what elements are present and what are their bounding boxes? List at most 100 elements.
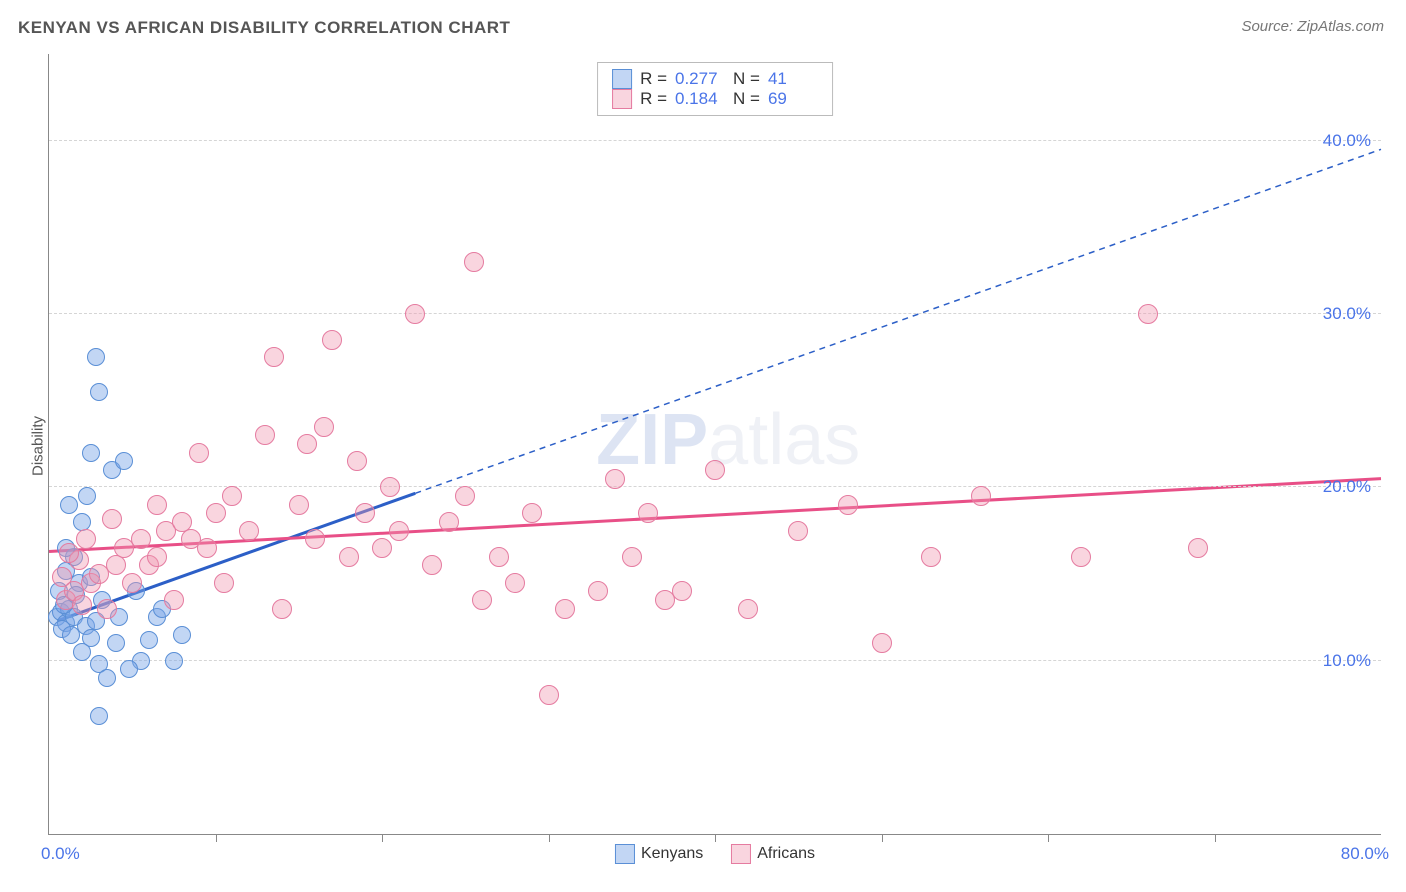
data-point [522, 503, 542, 523]
legend-stats-row: R = 0.277 N = 41 [612, 69, 818, 89]
legend-r-value: 0.277 [675, 69, 725, 89]
data-point [147, 547, 167, 567]
data-point [72, 595, 92, 615]
legend-r-label: R = [640, 69, 667, 89]
gridline [49, 660, 1381, 661]
data-point [76, 529, 96, 549]
data-point [489, 547, 509, 567]
legend-label: Africans [757, 845, 815, 862]
data-point [214, 573, 234, 593]
data-point [622, 547, 642, 567]
data-point [106, 555, 126, 575]
y-tick-label: 10.0% [1323, 651, 1371, 671]
data-point [90, 707, 108, 725]
legend-swatch [615, 844, 635, 864]
x-tick-label: 80.0% [1341, 844, 1389, 864]
data-point [872, 633, 892, 653]
x-tick [882, 834, 883, 842]
legend-swatch [612, 89, 632, 109]
data-point [59, 543, 79, 563]
data-point [98, 669, 116, 687]
gridline [49, 140, 1381, 141]
chart-source: Source: ZipAtlas.com [1241, 18, 1384, 35]
data-point [971, 486, 991, 506]
legend-n-value: 69 [768, 89, 818, 109]
legend-r-value: 0.184 [675, 89, 725, 109]
data-point [140, 631, 158, 649]
data-point [347, 451, 367, 471]
data-point [472, 590, 492, 610]
x-tick [216, 834, 217, 842]
legend-n-label: N = [733, 89, 760, 109]
data-point [222, 486, 242, 506]
data-point [90, 383, 108, 401]
data-point [297, 434, 317, 454]
data-point [672, 581, 692, 601]
data-point [355, 503, 375, 523]
x-tick [715, 834, 716, 842]
data-point [788, 521, 808, 541]
data-point [314, 417, 334, 437]
data-point [422, 555, 442, 575]
data-point [120, 660, 138, 678]
data-point [87, 348, 105, 366]
y-tick-label: 20.0% [1323, 477, 1371, 497]
x-tick [1048, 834, 1049, 842]
data-point [464, 252, 484, 272]
data-point [838, 495, 858, 515]
data-point [147, 495, 167, 515]
y-tick-label: 40.0% [1323, 131, 1371, 151]
data-point [505, 573, 525, 593]
y-axis-label: Disability [30, 416, 47, 476]
x-tick [549, 834, 550, 842]
data-point [73, 513, 91, 531]
data-point [189, 443, 209, 463]
legend-swatch [612, 69, 632, 89]
data-point [206, 503, 226, 523]
data-point [339, 547, 359, 567]
data-point [638, 503, 658, 523]
data-point [255, 425, 275, 445]
data-point [60, 496, 78, 514]
data-point [164, 590, 184, 610]
data-point [82, 444, 100, 462]
legend-n-value: 41 [768, 69, 818, 89]
gridline [49, 486, 1381, 487]
data-point [605, 469, 625, 489]
data-point [165, 652, 183, 670]
plot-area: ZIPatlas R =0.277N =41R =0.184N =69 Keny… [48, 54, 1381, 835]
x-tick [382, 834, 383, 842]
data-point [272, 599, 292, 619]
y-tick-label: 30.0% [1323, 304, 1371, 324]
data-point [705, 460, 725, 480]
data-point [239, 521, 259, 541]
data-point [921, 547, 941, 567]
data-point [102, 509, 122, 529]
data-point [1188, 538, 1208, 558]
legend-swatch [731, 844, 751, 864]
data-point [455, 486, 475, 506]
data-point [115, 452, 133, 470]
data-point [380, 477, 400, 497]
legend-r-label: R = [640, 89, 667, 109]
data-point [122, 573, 142, 593]
data-point [1138, 304, 1158, 324]
data-point [289, 495, 309, 515]
legend-n-label: N = [733, 69, 760, 89]
legend-item: Africans [731, 844, 815, 864]
data-point [52, 567, 72, 587]
data-point [738, 599, 758, 619]
x-tick [1215, 834, 1216, 842]
data-point [107, 634, 125, 652]
data-point [588, 581, 608, 601]
chart-title: KENYAN VS AFRICAN DISABILITY CORRELATION… [18, 18, 510, 38]
data-point [1071, 547, 1091, 567]
data-point [539, 685, 559, 705]
data-point [131, 529, 151, 549]
data-point [305, 529, 325, 549]
legend-stats-row: R = 0.184 N = 69 [612, 89, 818, 109]
legend-item: Kenyans [615, 844, 703, 864]
data-point [405, 304, 425, 324]
legend-bottom: Kenyans Africans [615, 844, 815, 864]
data-point [173, 626, 191, 644]
